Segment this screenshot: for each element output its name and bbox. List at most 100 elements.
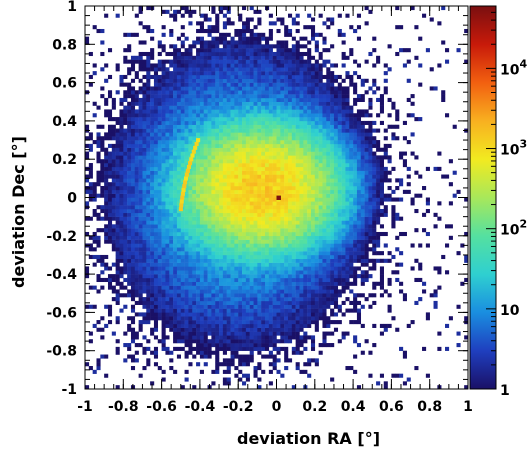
heatmap-bin [379,105,384,110]
heatmap-bin [333,166,339,171]
heatmap-bin [115,300,120,305]
heatmap-bin [234,300,239,305]
heatmap-bin [257,197,262,202]
heatmap-bin [345,143,350,148]
heatmap-bin [291,90,296,95]
heatmap-bin [199,239,204,244]
heatmap-bin [307,228,312,233]
heatmap-bin [337,105,342,110]
heatmap-bin [92,193,97,198]
heatmap-bin [127,90,132,95]
heatmap-bin [376,97,381,102]
heatmap-bin [230,343,235,348]
heatmap-bin [173,258,178,263]
heatmap-bin [157,94,162,99]
heatmap-bin [242,178,247,183]
heatmap-bin [215,335,220,340]
heatmap-bin [272,358,277,363]
heatmap-bin [134,124,139,129]
heatmap-bin [276,159,281,164]
heatmap-bin [452,170,457,175]
heatmap-bin [142,170,147,175]
heatmap-bin [299,186,304,191]
heatmap-bin [245,289,250,294]
heatmap-bin [322,323,327,328]
heatmap-bin [157,228,162,233]
heatmap-bin [356,128,362,133]
heatmap-bin [261,243,266,248]
heatmap-bin [161,228,166,233]
heatmap-bin [146,258,151,263]
heatmap-bin [219,277,224,283]
heatmap-bin [410,201,415,206]
heatmap-bin [96,216,101,221]
heatmap-bin [287,323,293,328]
heatmap-bin [261,297,266,302]
heatmap-bin [326,285,331,290]
heatmap-bin [333,327,339,332]
heatmap-bin [265,262,270,267]
heatmap-bin [345,193,350,198]
heatmap-bin [123,132,128,137]
heatmap-bin [88,174,93,179]
heatmap-bin [176,304,181,309]
heatmap-bin [211,251,216,256]
heatmap-bin [115,155,120,160]
heatmap-bin [326,205,331,210]
heatmap-bin [287,208,293,214]
heatmap-bin [295,320,300,325]
heatmap-bin [307,231,312,237]
heatmap-bin [257,262,262,267]
heatmap-bin [96,143,101,148]
heatmap-bin [230,224,235,229]
heatmap-bin [368,124,373,129]
heatmap-bin [161,377,166,382]
heatmap-bin [272,258,277,263]
heatmap-bin [176,163,181,168]
heatmap-bin [96,140,101,145]
heatmap-bin [188,101,193,106]
heatmap-bin [299,316,304,321]
heatmap-bin [261,231,266,237]
heatmap-bin [130,117,136,122]
heatmap-bin [249,293,254,298]
heatmap-bin [161,224,166,229]
heatmap-bin [364,228,369,233]
heatmap-bin [157,155,162,160]
heatmap-bin [142,312,147,317]
heatmap-bin [402,120,407,125]
heatmap-bin [349,258,354,263]
heatmap-bin [303,231,308,237]
heatmap-bin [219,147,224,152]
heatmap-bin [153,101,159,106]
heatmap-bin [364,339,369,344]
heatmap-bin [299,254,304,260]
heatmap-bin [295,197,300,202]
heatmap-bin [196,254,201,260]
heatmap-bin [180,320,185,325]
heatmap-bin [222,117,227,122]
heatmap-bin [330,113,335,118]
heatmap-bin [196,304,201,309]
heatmap-bin [249,354,254,359]
heatmap-bin [284,235,289,240]
heatmap-bin [222,105,227,110]
heatmap-bin [364,163,369,168]
heatmap-bin [341,258,346,263]
heatmap-bin [356,300,362,305]
heatmap-bin [130,228,136,233]
heatmap-bin [349,193,354,198]
heatmap-bin [276,120,281,125]
heatmap-bin [150,327,155,332]
heatmap-bin [115,228,120,233]
heatmap-bin [173,239,178,244]
heatmap-bin [345,197,350,202]
heatmap-bin [291,163,296,168]
heatmap-bin [245,90,250,95]
heatmap-bin [142,300,147,305]
heatmap-bin [142,274,147,279]
heatmap-bin [238,90,243,95]
heatmap-bin [169,254,174,260]
heatmap-bin [127,231,132,237]
heatmap-bin [134,212,139,217]
